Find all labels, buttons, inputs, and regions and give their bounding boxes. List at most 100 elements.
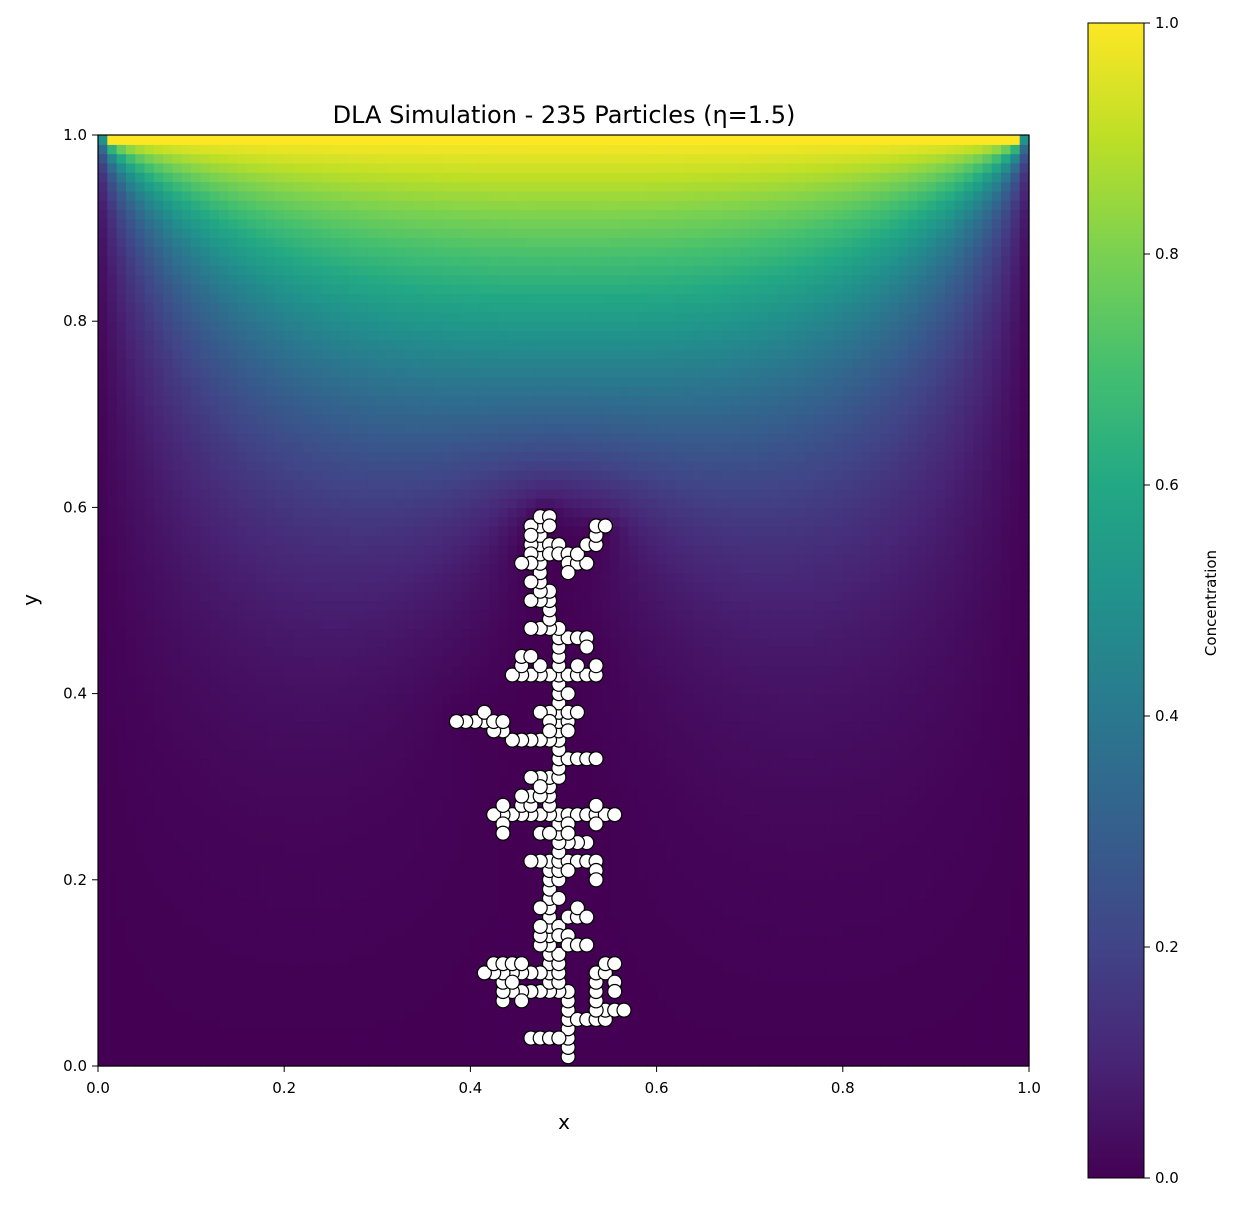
heatmap-cell [880,907,890,918]
heatmap-cell [200,656,211,667]
heatmap-cell [461,963,471,974]
heatmap-cell [973,889,984,900]
heatmap-cell [870,628,881,639]
heatmap-cell [610,1038,620,1048]
heatmap-cell [935,963,946,974]
heatmap-cell [973,768,984,778]
heatmap-cell [935,609,946,620]
heatmap-cell [330,637,341,648]
heatmap-cell [693,991,704,1002]
heatmap-cell [107,1019,118,1030]
heatmap-cell [228,889,239,900]
heatmap-cell [219,702,229,713]
heatmap-cell [842,889,853,900]
heatmap-cell [163,870,174,881]
heatmap-cell [265,1019,276,1030]
heatmap-cell [721,991,732,1002]
heatmap-cell [442,1010,453,1021]
heatmap-cell [917,926,928,937]
heatmap-cell [889,870,900,881]
heatmap-cell [982,702,993,713]
heatmap-cell [852,823,863,834]
heatmap-cell [405,609,416,620]
heatmap-cell [656,805,667,816]
heatmap-cell [256,954,267,965]
heatmap-cell [293,898,304,909]
heatmap-cell [898,1028,909,1039]
heatmap-cell [237,758,248,769]
heatmap-cell [200,814,211,825]
heatmap-cell [349,749,360,760]
heatmap-cell [833,870,844,881]
heatmap-cell [675,1047,686,1058]
heatmap-cell [125,637,136,648]
heatmap-cell [423,805,434,816]
heatmap-cell [414,982,425,993]
heatmap-cell [265,665,276,676]
heatmap-cell [274,749,285,760]
heatmap-cell [852,656,863,667]
heatmap-cell [600,861,611,872]
heatmap-cell [721,842,732,853]
heatmap-cell [675,833,686,844]
heatmap-cell [740,740,751,751]
heatmap-cell [973,982,984,993]
heatmap-cell [926,674,937,685]
heatmap-cell [489,693,499,704]
heatmap-cell [610,1028,620,1039]
heatmap-cell [647,712,658,723]
heatmap-cell [191,842,202,853]
heatmap-cell [1001,637,1011,648]
heatmap-cell [647,796,658,806]
heatmap-cell [163,991,174,1002]
heatmap-cell [312,1038,323,1048]
heatmap-cell [153,954,164,965]
heatmap-cell [479,805,490,816]
heatmap-cell [656,712,667,723]
heatmap-cell [470,609,481,620]
heatmap-cell [98,712,108,723]
heatmap-cell [98,786,108,797]
heatmap-cell [768,879,779,890]
heatmap-cell [777,870,788,881]
heatmap-cell [777,768,788,778]
heatmap-cell [461,991,471,1002]
heatmap-cell [479,1010,490,1021]
heatmap-cell [395,656,406,667]
heatmap-cell [302,1000,313,1011]
heatmap-cell [759,861,769,872]
heatmap-cell [181,926,192,937]
heatmap-cell [805,768,816,778]
heatmap-cell [684,796,695,806]
heatmap-cell [442,870,453,881]
heatmap-cell [377,944,388,955]
heatmap-cell [302,619,313,630]
heatmap-cell [489,879,499,890]
heatmap-cell [386,935,397,946]
heatmap-cell [349,619,360,630]
heatmap-cell [265,730,276,741]
heatmap-cell [926,944,937,955]
heatmap-cell [209,823,220,834]
heatmap-cell [954,870,965,881]
heatmap-cell [219,972,229,983]
heatmap-cell [1001,740,1011,751]
heatmap-cell [181,684,192,695]
heatmap-cell [1001,656,1011,667]
heatmap-cell [461,609,471,620]
heatmap-cell [386,963,397,974]
heatmap-cell [572,879,583,890]
heatmap-cell [395,684,406,695]
heatmap-cell [405,982,416,993]
heatmap-cell [842,1047,853,1058]
heatmap-cell [1019,935,1030,946]
heatmap-cell [805,851,816,862]
heatmap-cell [228,1028,239,1039]
heatmap-cell [256,758,267,769]
heatmap-cell [163,889,174,900]
heatmap-cell [656,982,667,993]
heatmap-cell [721,600,732,611]
heatmap-cell [302,1010,313,1021]
heatmap-cell [405,768,416,778]
heatmap-cell [945,814,956,825]
